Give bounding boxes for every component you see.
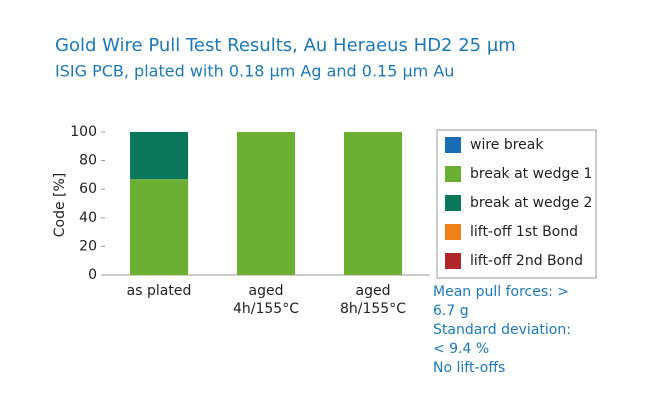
note: Standard deviation: bbox=[433, 322, 571, 338]
chart-title: Gold Wire Pull Test Results, Au Heraeus … bbox=[55, 35, 516, 56]
bar-segment bbox=[237, 132, 295, 275]
y-tick-label: 40 bbox=[79, 210, 97, 226]
legend-swatch bbox=[445, 137, 461, 153]
x-tick-label: aged 4h/155°C bbox=[233, 283, 299, 317]
y-tick-label: 100 bbox=[70, 124, 97, 140]
x-tick-label: as plated bbox=[127, 283, 192, 299]
legend-label: lift-off 2nd Bond bbox=[470, 253, 583, 269]
legend-box bbox=[436, 129, 597, 279]
legend-swatch bbox=[445, 166, 461, 182]
y-axis-label: Code [%] bbox=[52, 173, 68, 238]
legend-swatch bbox=[445, 253, 461, 269]
note: 6.7 g bbox=[433, 303, 469, 319]
note: < 9.4 % bbox=[433, 341, 489, 357]
legend-label: break at wedge 1 bbox=[470, 166, 592, 182]
note: Mean pull forces: > bbox=[433, 284, 569, 300]
legend-swatch bbox=[445, 224, 461, 240]
bar-segment bbox=[344, 132, 402, 275]
legend-label: wire break bbox=[470, 137, 544, 153]
note: No lift-offs bbox=[433, 360, 505, 376]
x-tick-label: aged 8h/155°C bbox=[340, 283, 406, 317]
legend-label: break at wedge 2 bbox=[470, 195, 592, 211]
chart-subtitle: ISIG PCB, plated with 0.18 µm Ag and 0.1… bbox=[55, 62, 454, 81]
y-tick-label: 0 bbox=[88, 267, 97, 283]
bar-segment bbox=[130, 132, 188, 180]
legend-swatch bbox=[445, 195, 461, 211]
bar-segment bbox=[130, 179, 188, 275]
legend-label: lift-off 1st Bond bbox=[470, 224, 578, 240]
y-tick-label: 80 bbox=[79, 153, 97, 169]
y-tick-label: 60 bbox=[79, 181, 97, 197]
y-tick-label: 20 bbox=[79, 238, 97, 254]
